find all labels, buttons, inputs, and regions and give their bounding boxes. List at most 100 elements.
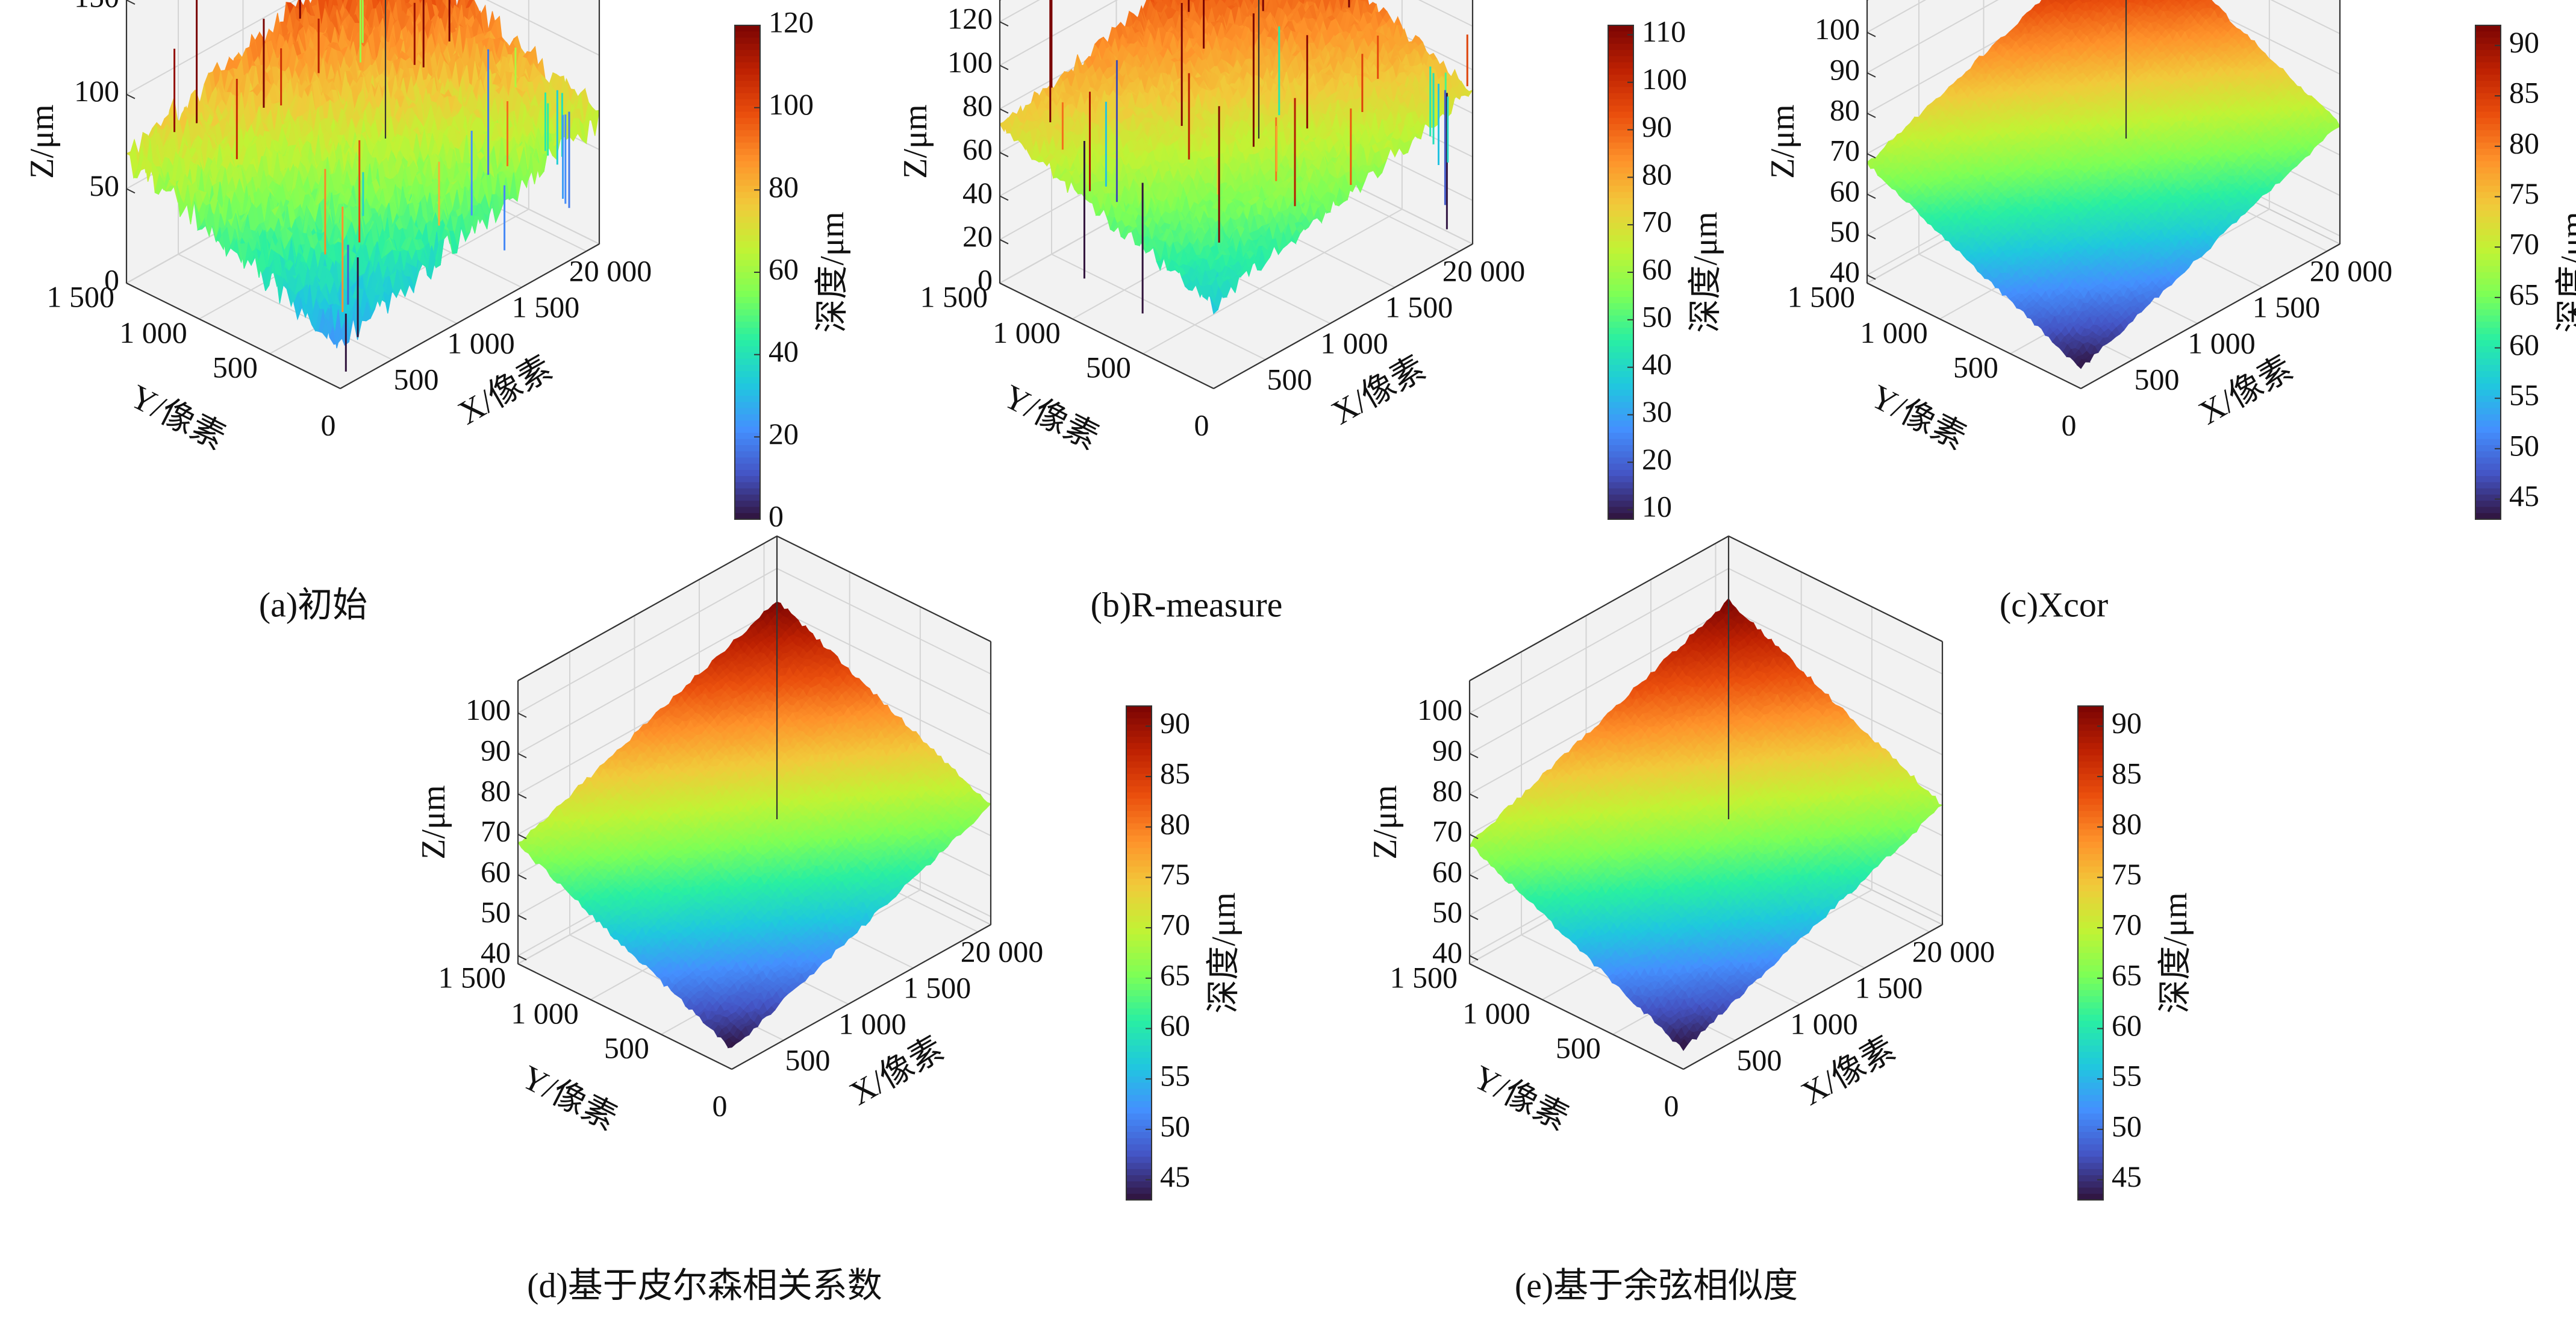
colorbar-segment [735,50,760,57]
z-grid-line [126,0,600,95]
colorbar-segment [735,75,760,82]
colorbar-segment [735,470,760,477]
colorbar-segment [735,328,760,335]
colorbar-segment [735,457,760,464]
x-tick-label: 1 500 [512,290,580,323]
colorbar-segment [735,383,760,390]
colorbar-segment [735,445,760,452]
z-axis-label: Z/μm [23,104,61,178]
colorbar-segment [735,476,760,483]
z-tick-label: 150 [74,0,119,13]
colorbar-segment [735,396,760,403]
colorbar-segment [735,488,760,495]
x-tick-label: 20 000 [569,254,652,287]
colorbar-segment [735,37,760,45]
colorbar-segment [735,161,760,168]
colorbar-segment [735,297,760,304]
y-tick-label: 0 [321,408,336,442]
y-tick-label: 1 000 [119,316,187,349]
z-tick-label: 50 [89,169,119,202]
colorbar-segment [735,167,760,174]
colorbar-segment [735,507,760,514]
colorbar-tick-label: 60 [769,252,799,286]
colorbar-segment [735,149,760,156]
colorbar-segment [735,439,760,446]
colorbar-segment [735,334,760,341]
colorbar-segment [735,364,760,372]
colorbar-segment [735,420,760,428]
colorbar-segment [735,284,760,292]
colorbar-label: 深度/μm [814,211,851,333]
colorbar-segment [735,322,760,329]
colorbar-segment [735,56,760,63]
colorbar-segment [735,93,760,100]
surface [125,0,600,349]
colorbar-segment [735,352,760,360]
y-tick-label: 500 [213,351,258,384]
colorbar-segment [735,433,760,440]
colorbar-segment [735,402,760,409]
colorbar-segment [735,25,760,33]
colorbar-segment [735,340,760,347]
colorbar-segment [735,501,760,508]
colorbar-tick-label: 100 [769,87,814,121]
colorbar-segment [735,463,760,470]
y-axis-label: Y/像素 [124,378,231,457]
colorbar-segment [735,105,760,113]
colorbar-segment [735,111,760,119]
colorbar-tick-label: 80 [769,170,799,204]
colorbar-segment [735,136,760,143]
colorbar-segment [735,495,760,502]
colorbar-segment [735,68,760,75]
colorbar-segment [735,482,760,489]
colorbar-segment [735,210,760,217]
colorbar-segment [735,389,760,396]
colorbar-segment [735,62,760,69]
colorbar-segment [735,180,760,187]
colorbar-segment [735,371,760,378]
colorbar-segment [735,204,760,211]
z-tick-label: 100 [74,74,119,108]
colorbar-segment [735,346,760,354]
colorbar-segment [735,272,760,280]
colorbar-segment [735,124,760,131]
colorbar-segment [735,229,760,236]
y-tick-label: 1 500 [47,280,115,313]
colorbar-segment [735,198,760,205]
colorbar-segment [735,186,760,193]
colorbar-tick-label: 120 [769,5,814,39]
colorbar-segment [735,309,760,316]
colorbar-segment [735,241,760,248]
colorbar-segment [735,99,760,107]
colorbar-segment [735,303,760,310]
colorbar-segment [735,451,760,458]
colorbar-segment [735,117,760,125]
colorbar-segment [735,155,760,162]
colorbar-segment [735,414,760,421]
colorbar-segment [735,254,760,261]
x-tick-label: 1 000 [447,326,515,360]
colorbar-segment [735,142,760,149]
colorbar-segment [735,81,760,88]
colorbar-segment [735,248,760,255]
colorbar-tick-label: 0 [769,499,784,533]
colorbar-segment [735,235,760,242]
colorbar-segment [735,173,760,181]
x-tick-label: 500 [394,362,439,396]
colorbar-segment [735,377,760,384]
colorbar-segment [735,426,760,434]
colorbar-segment [735,223,760,230]
colorbar: 0 20 40 60 80 100 120 深度/μm [734,5,851,533]
colorbar-segment [735,260,760,267]
colorbar-segment [735,315,760,322]
colorbar-tick-label: 40 [769,334,799,368]
colorbar-segment [735,31,760,39]
colorbar-segment [735,278,760,286]
colorbar-tick-label: 20 [769,417,799,451]
colorbar-segment [735,192,760,199]
x-axis-label: X/像素 [452,349,559,433]
colorbar-segment [735,290,760,298]
colorbar-segment [735,408,760,415]
